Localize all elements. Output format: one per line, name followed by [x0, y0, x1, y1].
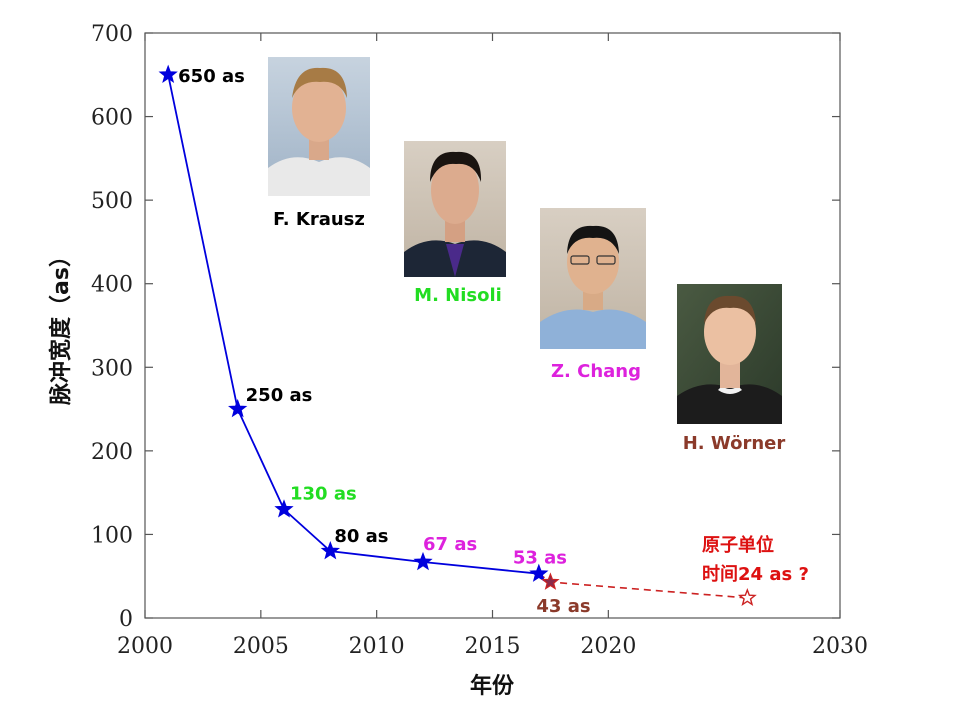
- photo-worner-caption: H. Wörner: [683, 433, 786, 454]
- photo-nisoli: [404, 141, 506, 277]
- y-tick-label: 100: [91, 523, 133, 548]
- x-tick-label: 2030: [812, 634, 868, 659]
- photo-nisoli-caption: M. Nisoli: [414, 285, 502, 306]
- atomic-unit-annotation: 原子单位 时间24 as ?: [702, 534, 809, 585]
- y-axis-title: 脉冲宽度（as）: [48, 245, 74, 406]
- annotation-line-2-prefix: 时间: [702, 564, 738, 585]
- data-point-star-43as: [541, 572, 560, 590]
- data-label: 67 as: [423, 534, 477, 555]
- annotation-line-2-value: 24 as ?: [738, 564, 809, 585]
- y-tick-label: 700: [91, 22, 133, 47]
- photo-chang: [540, 208, 646, 349]
- data-point-star-predicted: [737, 587, 757, 607]
- y-axis-ticks: 0 100 200 300 400 500 600 700: [91, 22, 840, 632]
- x-axis-title: 年份: [470, 673, 515, 699]
- data-label: 650 as: [178, 66, 245, 87]
- data-point-star: [529, 563, 549, 582]
- y-tick-label: 400: [91, 273, 133, 298]
- series-line-main: [167, 74, 539, 575]
- x-tick-label: 2015: [465, 634, 521, 659]
- photo-krausz-caption: F. Krausz: [273, 209, 365, 230]
- x-tick-label: 2010: [349, 634, 405, 659]
- y-tick-label: 500: [91, 189, 133, 214]
- data-point-star: [320, 541, 340, 560]
- data-point-star: [413, 551, 433, 571]
- data-labels: 650 as 250 as 130 as 80 as 67 as 53 as 43 as: [178, 66, 590, 617]
- data-label: 130 as: [290, 483, 357, 504]
- y-tick-label: 0: [119, 607, 133, 632]
- data-label: 43 as: [536, 596, 590, 617]
- photo-worner: [677, 284, 782, 424]
- x-tick-label: 2000: [117, 634, 173, 659]
- data-label: 53 as: [513, 548, 567, 569]
- data-label: 80 as: [334, 526, 388, 547]
- data-label: 250 as: [246, 385, 313, 406]
- y-tick-label: 200: [91, 440, 133, 465]
- data-point-star: [158, 64, 178, 83]
- annotation-line-2: 时间24 as ?: [702, 564, 809, 585]
- x-tick-label: 2005: [233, 634, 289, 659]
- series-layer: [158, 64, 757, 607]
- data-point-star: [228, 398, 248, 418]
- x-axis-ticks: 2000 2005 2010 2015 2020 2030: [117, 33, 868, 659]
- y-tick-label: 600: [91, 106, 133, 131]
- annotation-line-1: 原子单位: [702, 534, 774, 556]
- x-tick-label: 2020: [580, 634, 636, 659]
- y-tick-label: 300: [91, 356, 133, 381]
- photo-krausz: [268, 57, 370, 196]
- photo-chang-caption: Z. Chang: [551, 361, 641, 382]
- data-point-star: [274, 499, 294, 518]
